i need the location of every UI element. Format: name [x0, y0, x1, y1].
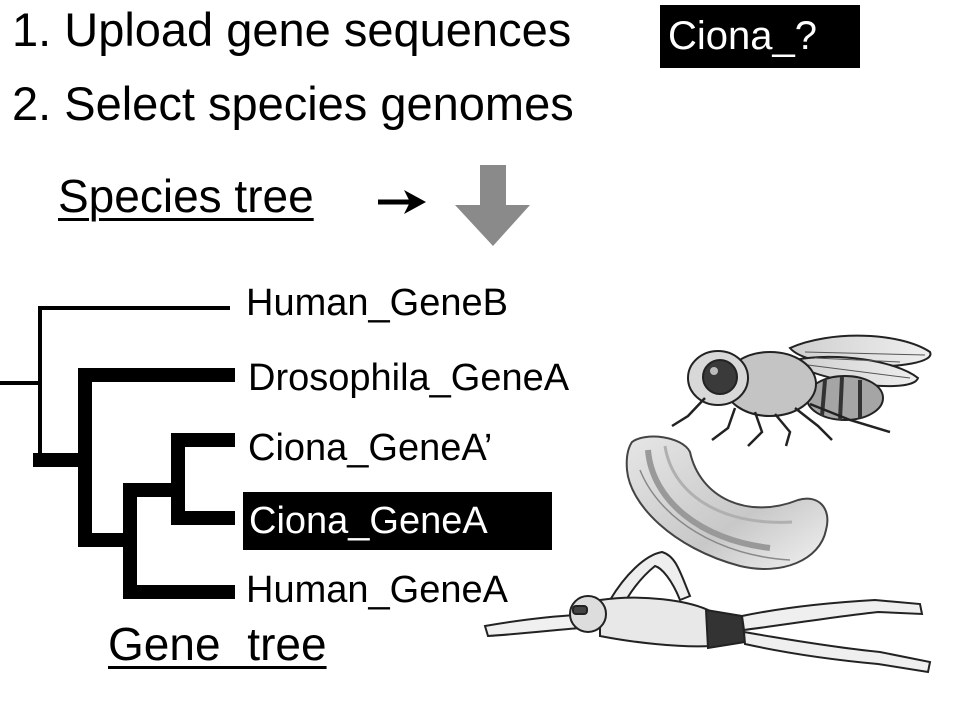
step-1-title: 1. Upload gene sequences [12, 3, 572, 56]
fly-legs [671, 397, 891, 447]
leaf-label-human-genea: Human_GeneA [246, 569, 508, 611]
swimmer-left-arm [483, 613, 582, 638]
swimmer-lower-leg [742, 630, 932, 674]
human-swimmer-illustration [483, 550, 932, 674]
leaf-label-drosophila-genea: Drosophila_GeneA [248, 357, 570, 399]
leaf-label-ciona-genea-prime: Ciona_GeneA’ [248, 427, 493, 469]
right-arrow-icon [378, 190, 426, 214]
gene-tree-label: Gene tree [108, 618, 327, 670]
leaf-label-human-geneb: Human_GeneB [246, 282, 508, 324]
ciona-body [625, 435, 829, 570]
leaf-label-ciona-genea-highlighted: Ciona_GeneA [243, 492, 552, 550]
swimmer-upper-leg [740, 598, 924, 632]
down-arrow-icon [455, 165, 530, 246]
query-sequence-badge: Ciona_? [660, 5, 860, 68]
gene-tree-branches [0, 306, 235, 599]
swimmer-shorts [704, 608, 747, 650]
ciona-illustration [625, 435, 829, 570]
swimmer-torso [599, 596, 713, 648]
drosophila-illustration [671, 334, 932, 447]
step-2-title: 2. Select species genomes [12, 77, 574, 130]
swimmer-goggles [572, 605, 588, 615]
fly-eye [702, 359, 738, 395]
species-tree-label: Species tree [58, 170, 314, 222]
fly-abdomen [806, 375, 884, 421]
swimmer-raised-arm [608, 550, 692, 610]
